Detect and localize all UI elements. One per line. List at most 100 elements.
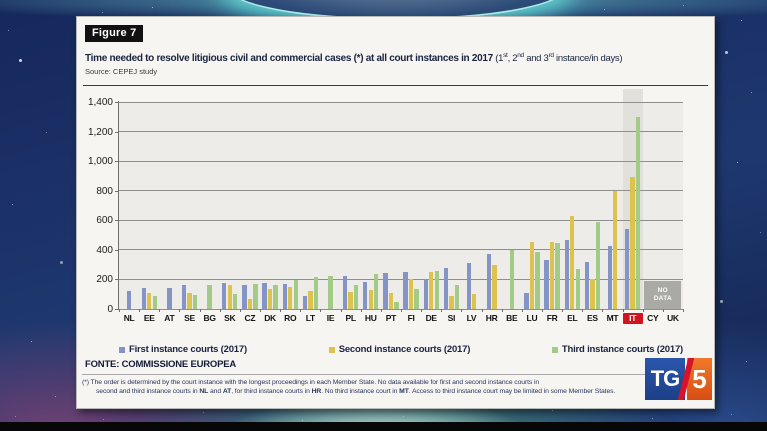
x-axis-label-EE: EE	[143, 313, 155, 323]
legend-swatch-second-instance	[328, 346, 335, 353]
bar-group-BG	[200, 102, 220, 309]
legend-item-third-instance: Third instance courts (2017)	[551, 344, 683, 355]
figure-panel: Figure 7 Time needed to resolve litigiou…	[76, 16, 715, 409]
x-axis-tick	[562, 309, 564, 312]
x-axis-label-IE: IE	[326, 313, 335, 323]
bar-CZ-third	[253, 283, 258, 309]
bar-group-BE	[502, 102, 522, 309]
footnote-line-1: (*) The order is determined by the court…	[82, 379, 540, 386]
x-axis-label-PT: PT	[385, 313, 397, 323]
gridline-1,400	[119, 101, 683, 103]
gridline-200	[119, 278, 683, 280]
bar-DE-second	[429, 272, 434, 309]
bar-IT-second	[630, 177, 635, 309]
bar-MT-first	[607, 246, 612, 309]
x-axis-label-CY: CY	[647, 313, 659, 323]
x-axis-tick	[159, 309, 161, 312]
bar-group-ES	[582, 102, 602, 309]
x-axis-tick	[542, 309, 543, 312]
bar-SK-third	[233, 294, 238, 309]
x-axis-tick	[260, 309, 261, 312]
bar-DE-third	[434, 271, 439, 309]
bar-group-CZ	[240, 102, 260, 309]
bar-group-FI	[401, 102, 421, 309]
figure-title: Time needed to resolve litigious civil a…	[85, 48, 623, 66]
bar-chart-plot-area: NO DATA	[118, 89, 683, 310]
bar-FR-second	[549, 241, 555, 309]
x-axis-label-HU: HU	[364, 313, 377, 323]
x-axis-label-SE: SE	[184, 313, 195, 323]
x-axis-label-DE: DE	[425, 313, 438, 323]
bar-group-EE	[139, 102, 159, 309]
header-divider	[83, 85, 708, 86]
x-axis-label-HR: HR	[485, 313, 498, 323]
bar-group-IE	[320, 102, 340, 309]
bar-group-IT	[623, 102, 643, 309]
tg5-logo-tg-block: TG	[645, 358, 685, 400]
y-axis-tick-label: 1,000	[87, 156, 113, 168]
bar-ES-second	[590, 278, 595, 309]
legend-label: Third instance courts (2017)	[561, 344, 683, 355]
bar-SE-third	[192, 294, 198, 309]
x-axis-tick	[501, 309, 503, 312]
bar-SE-second	[187, 293, 192, 309]
x-axis-tick	[461, 309, 463, 312]
bar-SI-first	[443, 267, 449, 309]
y-axis-tick	[115, 161, 119, 163]
bar-PT-third	[394, 302, 399, 309]
x-axis-tick	[582, 309, 584, 312]
x-axis-label-FR: FR	[546, 313, 558, 323]
bar-CZ-second	[247, 298, 253, 309]
bar-SK-second	[227, 284, 232, 309]
bar-group-RO	[280, 102, 300, 309]
bar-SI-second	[449, 295, 454, 309]
source-label: Source: CEPEJ study	[85, 67, 158, 76]
x-axis-tick	[683, 309, 684, 312]
x-axis-label-UK: UK	[667, 313, 679, 323]
bar-LU-second	[529, 241, 535, 309]
bar-PL-first	[342, 275, 348, 309]
legend-swatch-first-instance	[119, 346, 125, 353]
bar-PT-first	[383, 272, 388, 309]
legend-label: First instance courts (2017)	[129, 344, 247, 355]
bar-group-PL	[341, 102, 361, 309]
y-axis-tick	[115, 220, 119, 222]
bar-ES-first	[584, 262, 590, 309]
bar-AT-first	[167, 287, 172, 309]
bar-LV-first	[466, 263, 471, 309]
legend-item-second-instance: Second instance courts (2017)	[328, 344, 470, 355]
bar-EL-second	[570, 215, 575, 309]
x-axis-label-MT: MT	[606, 313, 619, 323]
bar-group-EL	[562, 102, 582, 309]
bar-FI-second	[408, 278, 414, 309]
y-axis-tick-label: 1,200	[87, 126, 113, 138]
bar-LT-second	[308, 290, 313, 309]
y-axis-tick-label: 1,400	[87, 97, 113, 108]
x-axis-tick	[380, 309, 382, 312]
bar-group-AT	[159, 102, 179, 309]
figure-title-suffix: (1st, 2nd and 3rd instance/in days)	[492, 51, 623, 64]
bar-group-HR	[482, 102, 502, 309]
x-axis-label-LV: LV	[466, 313, 477, 323]
y-axis-tick	[115, 131, 119, 133]
footnote-line-2: second and third instance courts in NL a…	[96, 388, 616, 395]
x-axis-tick	[521, 309, 523, 312]
x-axis-tick	[239, 309, 241, 312]
x-axis-tick	[662, 309, 664, 312]
bar-group-UK	[663, 102, 683, 309]
legend-item-first-instance: First instance courts (2017)	[119, 344, 247, 355]
y-axis-tick-label: 200	[96, 274, 113, 286]
bar-LU-first	[524, 293, 529, 309]
bar-SI-third	[454, 285, 460, 309]
tg5-channel-logo: TG 5	[645, 358, 712, 400]
gridline-800	[119, 190, 683, 192]
bar-FI-third	[414, 289, 419, 309]
bar-RO-second	[288, 286, 293, 309]
bar-RO-third	[293, 280, 298, 309]
letterbox-bottom-bar	[0, 422, 767, 431]
bar-DK-first	[262, 283, 267, 309]
bar-HR-second	[492, 264, 497, 309]
bar-group-FR	[542, 102, 562, 309]
bar-PL-third	[353, 285, 359, 309]
x-axis-label-IT: IT	[622, 313, 643, 324]
